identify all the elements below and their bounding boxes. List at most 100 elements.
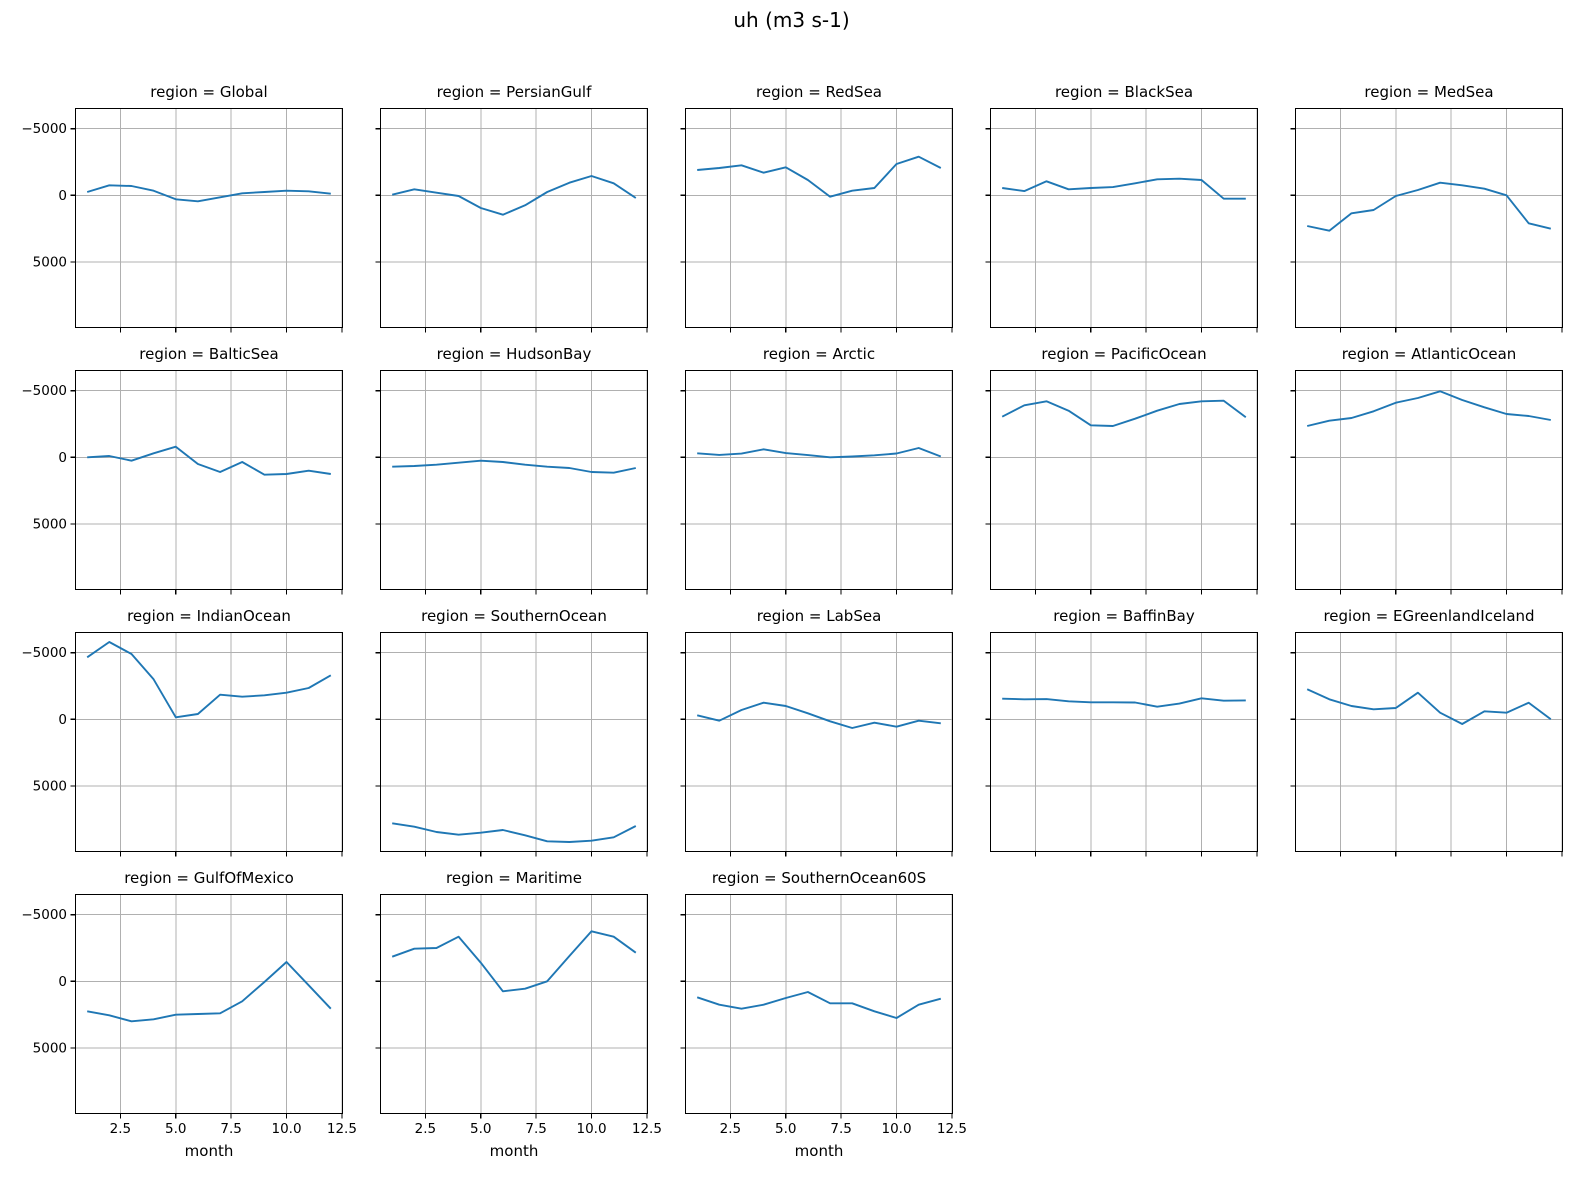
y-tick-label: −5000 [21,383,67,399]
data-line [1002,177,1246,200]
x-tick-label: 7.5 [220,1121,241,1137]
data-line [391,175,637,216]
y-tick-label: 0 [58,974,67,990]
plot-area-Arctic [680,369,954,595]
plot-frame [1294,369,1564,591]
subplot-Maritime: region = Maritime 2.5 5.0 7.5 10.0 12.5 month [375,868,662,1160]
data-line [392,459,636,474]
facet-title: region = PacificOcean [1041,345,1207,363]
plot-frame [684,369,954,591]
figure-title: uh (m3 s-1) [733,8,850,32]
subplot-GulfOfMexico: region = GulfOfMexico −5000 0 5000 2.5 5.0 7.5… [21,868,357,1160]
plot-frame [1294,631,1564,853]
y-tick-label: 5000 [33,255,67,271]
data-line [697,155,942,198]
data-line [391,930,637,993]
x-tick-label: 10.0 [271,1121,301,1137]
plot-frame [1294,107,1564,329]
facet-title: region = SouthernOcean [421,607,607,625]
x-axis-label: month [185,1142,234,1160]
facet-title: region = PersianGulf [436,83,592,101]
plot-frame [74,631,344,853]
data-line [697,447,942,459]
plot-frame [379,369,649,591]
plot-frame [989,369,1259,591]
plot-area-IndianOcean: −5000 0 5000 [21,631,344,857]
plot-area-Maritime: 2.5 5.0 7.5 10.0 12.5 month [375,893,662,1160]
x-tick-label: 7.5 [830,1121,851,1137]
x-tick-label: 10.0 [576,1121,606,1137]
plot-area-SouthernOcean60S: 2.5 5.0 7.5 10.0 12.5 month [680,893,967,1160]
data-line [1307,181,1552,232]
subplot-SouthernOcean60S: region = SouthernOcean60S 2.5 5.0 7.5 10.0 12… [680,868,967,1160]
plot-frame [379,893,649,1115]
data-line [87,445,331,476]
x-tick-label: 7.5 [525,1121,546,1137]
plot-area-BaffinBay [985,631,1259,857]
facet-title: region = GulfOfMexico [124,869,294,887]
plot-frame [74,369,344,591]
plot-frame [74,893,344,1115]
x-tick-label: 2.5 [720,1121,741,1137]
subplot-Arctic: region = Arctic [680,344,954,595]
y-tick-label: 0 [58,188,67,204]
plot-area-MedSea [1290,107,1564,333]
x-tick-label: 5.0 [165,1121,186,1137]
x-tick-label: 2.5 [415,1121,436,1137]
subplot-AtlanticOcean: region = AtlanticOcean [1290,344,1564,595]
y-tick-label: −5000 [21,121,67,137]
plot-frame [74,107,344,329]
facet-title: region = Maritime [446,869,582,887]
data-line [86,641,332,719]
subplot-MedSea: region = MedSea [1290,82,1564,333]
subplot-SouthernOcean: region = SouthernOcean [375,606,649,857]
x-tick-label: 12.5 [632,1121,662,1137]
plot-frame [684,631,954,853]
facet-title: region = Global [150,83,268,101]
plot-area-EGreenlandIceland [1290,631,1564,857]
y-tick-label: 5000 [33,1041,67,1057]
plot-frame [989,631,1259,853]
y-tick-label: −5000 [21,907,67,923]
subplot-RedSea: region = RedSea [680,82,954,333]
facet-title: region = EGreenlandIceland [1323,607,1535,625]
plot-area-BalticSea: −5000 0 5000 [21,369,344,595]
subplot-BlackSea: region = BlackSea [985,82,1259,333]
facet-title: region = AtlanticOcean [1341,345,1517,363]
data-line [1002,697,1246,708]
facet-title: region = LabSea [756,607,882,625]
plot-frame [989,107,1259,329]
plot-area-PersianGulf [375,107,649,333]
x-tick-label: 2.5 [110,1121,131,1137]
data-line [86,184,331,203]
x-axis-label: month [490,1142,539,1160]
plot-area-LabSea [680,631,954,857]
subplot-BalticSea: region = BalticSea −5000 0 5000 [21,344,344,595]
x-tick-label: 5.0 [470,1121,491,1137]
x-tick-label: 10.0 [881,1121,911,1137]
x-tick-label: 12.5 [327,1121,357,1137]
plot-area-HudsonBay [375,369,649,595]
facet-title: region = BaffinBay [1053,607,1195,625]
plot-area-GulfOfMexico: −5000 0 5000 2.5 5.0 7.5 10.0 12.5 month [21,893,357,1160]
facet-title: region = RedSea [756,83,882,101]
data-line [696,701,941,729]
facet-title: region = IndianOcean [127,607,291,625]
subplot-PacificOcean: region = PacificOcean [985,344,1259,595]
plot-area-PacificOcean [985,369,1259,595]
plot-area-Global: −5000 0 5000 [21,107,344,333]
data-line [87,961,332,1023]
facet-title: region = HudsonBay [436,345,592,363]
facet-title: region = BalticSea [139,345,279,363]
data-line [1306,688,1552,725]
plot-area-BlackSea [985,107,1259,333]
subplot-HudsonBay: region = HudsonBay [375,344,649,595]
y-tick-label: 5000 [33,517,67,533]
plot-frame [379,107,649,329]
y-tick-label: −5000 [21,645,67,661]
x-tick-label: 5.0 [775,1121,796,1137]
subplot-LabSea: region = LabSea [680,606,954,857]
plot-frame [684,107,954,329]
subplot-Global: region = Global −5000 0 5000 [21,82,344,333]
